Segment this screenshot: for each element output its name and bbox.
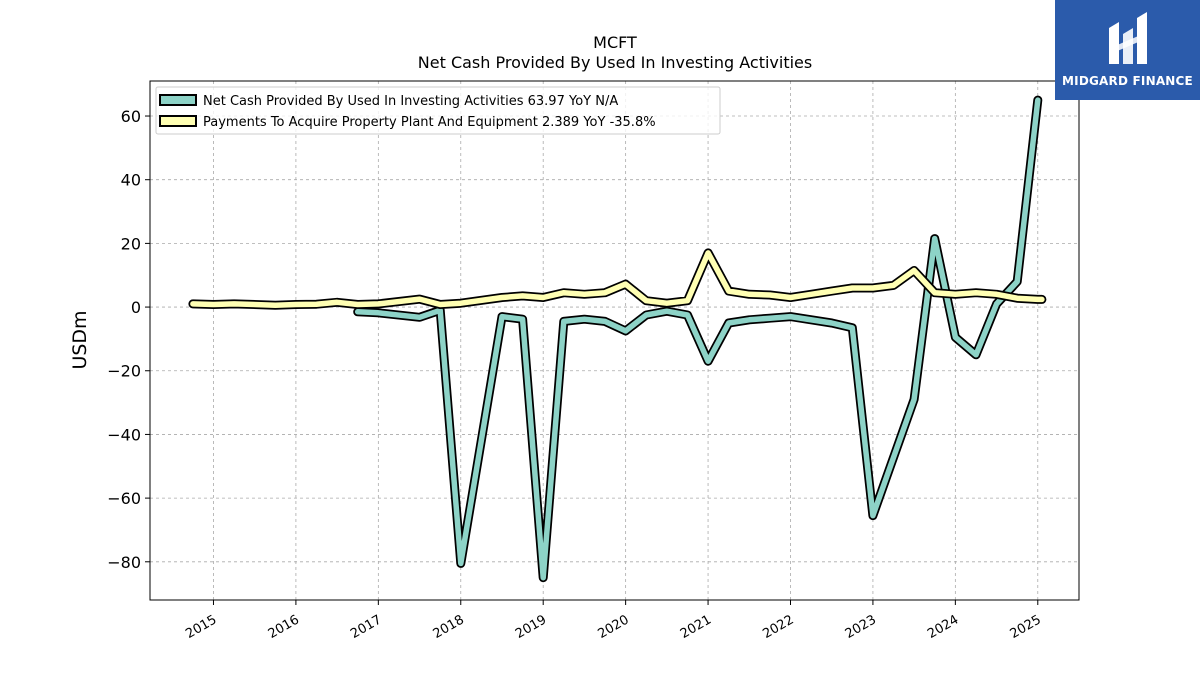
x-tick-label: 2022 xyxy=(760,612,796,642)
y-tick-label: −80 xyxy=(107,553,141,572)
series-layer xyxy=(188,95,1047,583)
y-ticks: 60 40 20 0 −20 −40 −60 −80 xyxy=(107,107,150,572)
y-tick-label: −20 xyxy=(107,362,141,381)
chart-subtitle: Net Cash Provided By Used In Investing A… xyxy=(418,53,812,72)
y-tick-label: 0 xyxy=(131,298,141,317)
x-tick-label: 2021 xyxy=(678,612,714,642)
y-tick-label: −60 xyxy=(107,489,141,508)
x-tick-label: 2017 xyxy=(348,612,384,642)
legend-label-2: Payments To Acquire Property Plant And E… xyxy=(203,115,656,130)
y-tick-label: 40 xyxy=(121,171,141,190)
y-tick-label: 20 xyxy=(121,234,141,253)
grid xyxy=(150,81,1079,600)
x-ticks: 2015 2016 2017 2018 2019 2020 2021 2022 2023 2024… xyxy=(183,600,1044,642)
series-line-2 xyxy=(190,250,1045,308)
x-tick-label: 2020 xyxy=(595,612,631,642)
legend-swatch-1 xyxy=(159,94,197,106)
x-tick-label: 2015 xyxy=(183,612,219,642)
y-axis-label: USDm xyxy=(69,310,91,369)
logo-mark-icon xyxy=(1108,12,1147,64)
x-tick-label: 2019 xyxy=(513,612,549,642)
y-tick-label: −40 xyxy=(107,425,141,444)
legend-label-1: Net Cash Provided By Used In Investing A… xyxy=(203,94,618,109)
x-tick-label: 2025 xyxy=(1008,612,1044,642)
series-line-outline-2 xyxy=(188,248,1047,310)
legend: Net Cash Provided By Used In Investing A… xyxy=(155,86,721,135)
plot-frame xyxy=(149,80,1080,601)
x-tick-label: 2018 xyxy=(431,612,467,642)
chart-title: MCFT xyxy=(593,33,637,52)
legend-swatch-2 xyxy=(159,115,197,127)
y-tick-label: 60 xyxy=(121,107,141,126)
legend-box xyxy=(155,86,721,135)
logo-text: MIDGARD FINANCE xyxy=(1062,74,1193,88)
x-tick-label: 2024 xyxy=(925,612,961,642)
brand-logo: MIDGARD FINANCE xyxy=(1055,0,1200,100)
series-line-1 xyxy=(354,97,1041,581)
x-tick-label: 2023 xyxy=(843,612,879,642)
x-tick-label: 2016 xyxy=(266,612,302,642)
